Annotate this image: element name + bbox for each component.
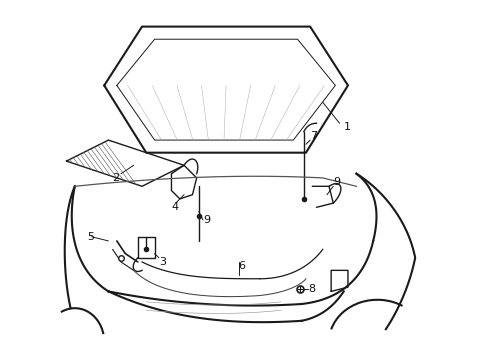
Text: 5: 5 bbox=[87, 232, 95, 242]
Text: 6: 6 bbox=[239, 261, 245, 271]
Text: 9: 9 bbox=[333, 177, 341, 187]
Text: 3: 3 bbox=[159, 257, 166, 267]
Text: 7: 7 bbox=[310, 131, 317, 141]
Text: 4: 4 bbox=[172, 202, 178, 212]
Text: 9: 9 bbox=[203, 215, 210, 225]
Text: 1: 1 bbox=[344, 122, 351, 132]
Text: 8: 8 bbox=[308, 284, 315, 294]
Text: 2: 2 bbox=[113, 173, 120, 183]
